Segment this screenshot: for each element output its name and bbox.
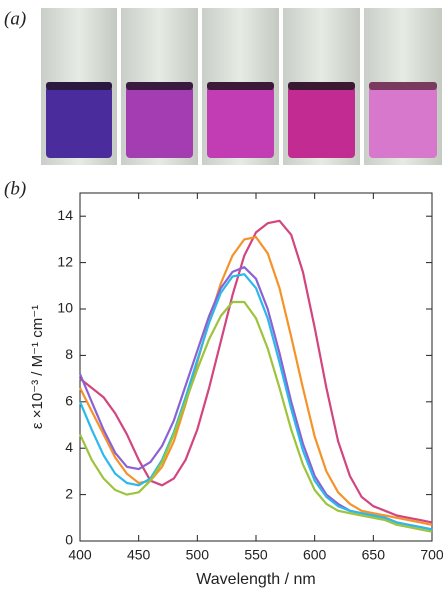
y-tick-label: 0 (65, 532, 73, 548)
x-tick-label: 600 (303, 547, 327, 563)
x-axis-label: Wavelength / nm (196, 571, 315, 588)
photos (41, 8, 442, 165)
x-tick-label: 400 (68, 547, 92, 563)
x-tick-label: 550 (244, 547, 268, 563)
y-axis-label: ε ×10⁻³ / M⁻¹ cm⁻¹ (29, 305, 46, 429)
series-line (79, 219, 433, 524)
panel-label: (a) (4, 8, 26, 29)
series-line (78, 273, 433, 531)
y-tick-label: 8 (65, 346, 73, 362)
y-tick-label: 10 (57, 300, 73, 316)
x-tick-label: 450 (127, 547, 151, 563)
y-tick-label: 4 (65, 439, 73, 455)
x-tick-label: 650 (362, 547, 386, 563)
x-tick-label: 500 (186, 547, 210, 563)
y-tick-label: 6 (65, 393, 73, 409)
series-line (78, 266, 433, 531)
y-tick-label: 12 (57, 253, 73, 269)
panel-label: (b) (4, 178, 26, 199)
y-tick-label: 2 (65, 485, 73, 501)
x-tick-label: 700 (420, 547, 443, 563)
y-tick-label: 14 (57, 207, 73, 223)
plot-frame (79, 192, 433, 542)
series-line (79, 300, 433, 533)
series-line (79, 236, 433, 526)
